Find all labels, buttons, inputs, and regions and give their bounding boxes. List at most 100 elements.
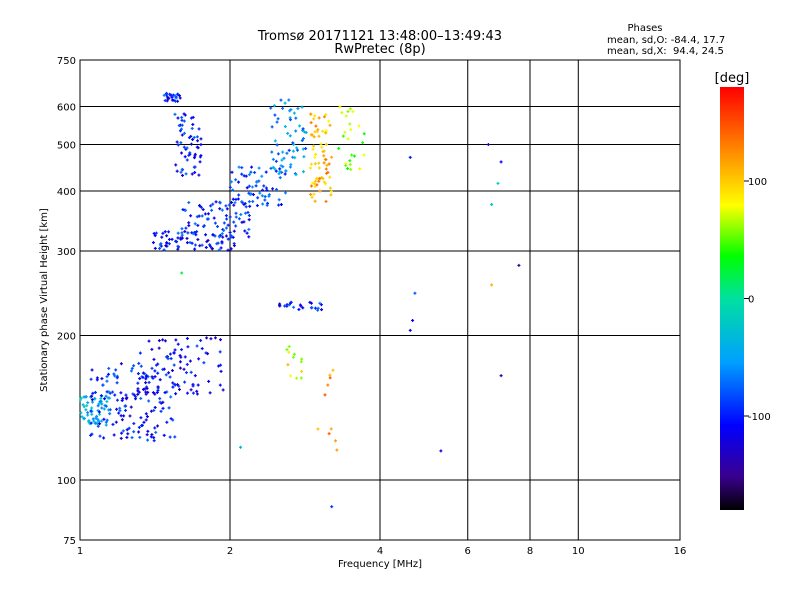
data-point — [176, 236, 180, 240]
data-point — [300, 139, 304, 143]
data-point — [168, 375, 172, 379]
data-point — [108, 408, 112, 412]
data-point — [125, 435, 129, 439]
data-point — [313, 130, 317, 134]
data-point — [288, 118, 292, 122]
colorbar — [720, 87, 744, 510]
data-point — [328, 186, 332, 190]
data-point — [357, 124, 361, 128]
data-point — [179, 236, 183, 240]
data-point — [82, 416, 86, 420]
data-point — [187, 224, 191, 228]
y-tick-label: 500 — [57, 141, 76, 152]
data-point — [301, 137, 305, 141]
data-point — [299, 376, 303, 380]
data-point — [180, 118, 184, 122]
data-point — [174, 338, 178, 342]
data-point — [318, 189, 322, 193]
data-point — [255, 180, 259, 184]
data-point — [249, 170, 253, 174]
data-point — [196, 238, 200, 242]
data-point — [292, 305, 296, 309]
data-point — [260, 194, 264, 198]
data-point — [164, 373, 168, 377]
data-point — [85, 404, 89, 408]
data-point — [281, 150, 285, 154]
data-point — [164, 355, 168, 359]
data-point — [183, 355, 187, 359]
data-point — [317, 116, 321, 120]
data-point — [156, 385, 160, 389]
data-point — [226, 223, 230, 227]
data-point — [286, 363, 290, 367]
data-point — [174, 99, 178, 103]
data-point — [197, 127, 201, 131]
data-point — [218, 350, 222, 354]
data-point — [327, 432, 331, 436]
data-point — [100, 419, 104, 423]
data-point — [312, 182, 316, 186]
data-point — [232, 203, 236, 207]
data-point — [337, 146, 341, 150]
data-point — [327, 119, 331, 123]
data-point — [167, 242, 171, 246]
data-point — [180, 348, 184, 352]
data-point — [162, 433, 166, 437]
x-tick-label: 6 — [465, 546, 471, 557]
data-point — [178, 366, 182, 370]
data-point — [229, 201, 233, 205]
data-point — [173, 435, 177, 439]
data-point — [132, 393, 136, 397]
data-point — [234, 224, 238, 228]
data-point — [242, 174, 246, 178]
data-point — [95, 414, 99, 418]
data-point — [328, 123, 332, 127]
data-point — [147, 399, 151, 403]
data-point — [300, 369, 304, 373]
data-point — [239, 213, 243, 217]
data-point — [225, 207, 229, 211]
data-point — [153, 375, 157, 379]
data-point — [292, 352, 296, 356]
data-point — [291, 355, 295, 359]
data-point — [309, 162, 313, 166]
data-point — [299, 304, 303, 308]
data-point — [167, 96, 171, 100]
x-tick-label: 10 — [572, 546, 585, 557]
data-point — [276, 152, 280, 156]
data-point — [328, 376, 332, 380]
data-point — [218, 201, 222, 205]
data-point — [125, 428, 129, 432]
data-point — [348, 107, 352, 111]
data-point — [211, 233, 215, 237]
data-point — [124, 393, 128, 397]
data-point — [115, 398, 119, 402]
data-point — [314, 124, 318, 128]
data-point — [179, 141, 183, 145]
data-point — [220, 240, 224, 244]
data-point — [123, 404, 127, 408]
data-point — [180, 123, 184, 127]
data-point — [183, 380, 187, 384]
data-point — [192, 135, 196, 139]
data-point — [189, 388, 193, 392]
data-point — [198, 204, 202, 208]
data-point — [496, 181, 500, 185]
data-point — [193, 222, 197, 226]
data-point — [113, 393, 117, 397]
data-point — [318, 301, 322, 305]
data-point — [80, 415, 84, 419]
data-point — [165, 241, 169, 245]
data-point — [329, 427, 333, 431]
data-point — [197, 173, 201, 177]
data-point — [169, 417, 173, 421]
data-point — [138, 351, 142, 355]
data-point — [281, 165, 285, 169]
data-point — [291, 155, 295, 159]
data-point — [153, 234, 157, 238]
data-point — [170, 95, 174, 99]
data-point — [161, 400, 165, 404]
data-point — [267, 194, 271, 198]
data-point — [247, 184, 251, 188]
